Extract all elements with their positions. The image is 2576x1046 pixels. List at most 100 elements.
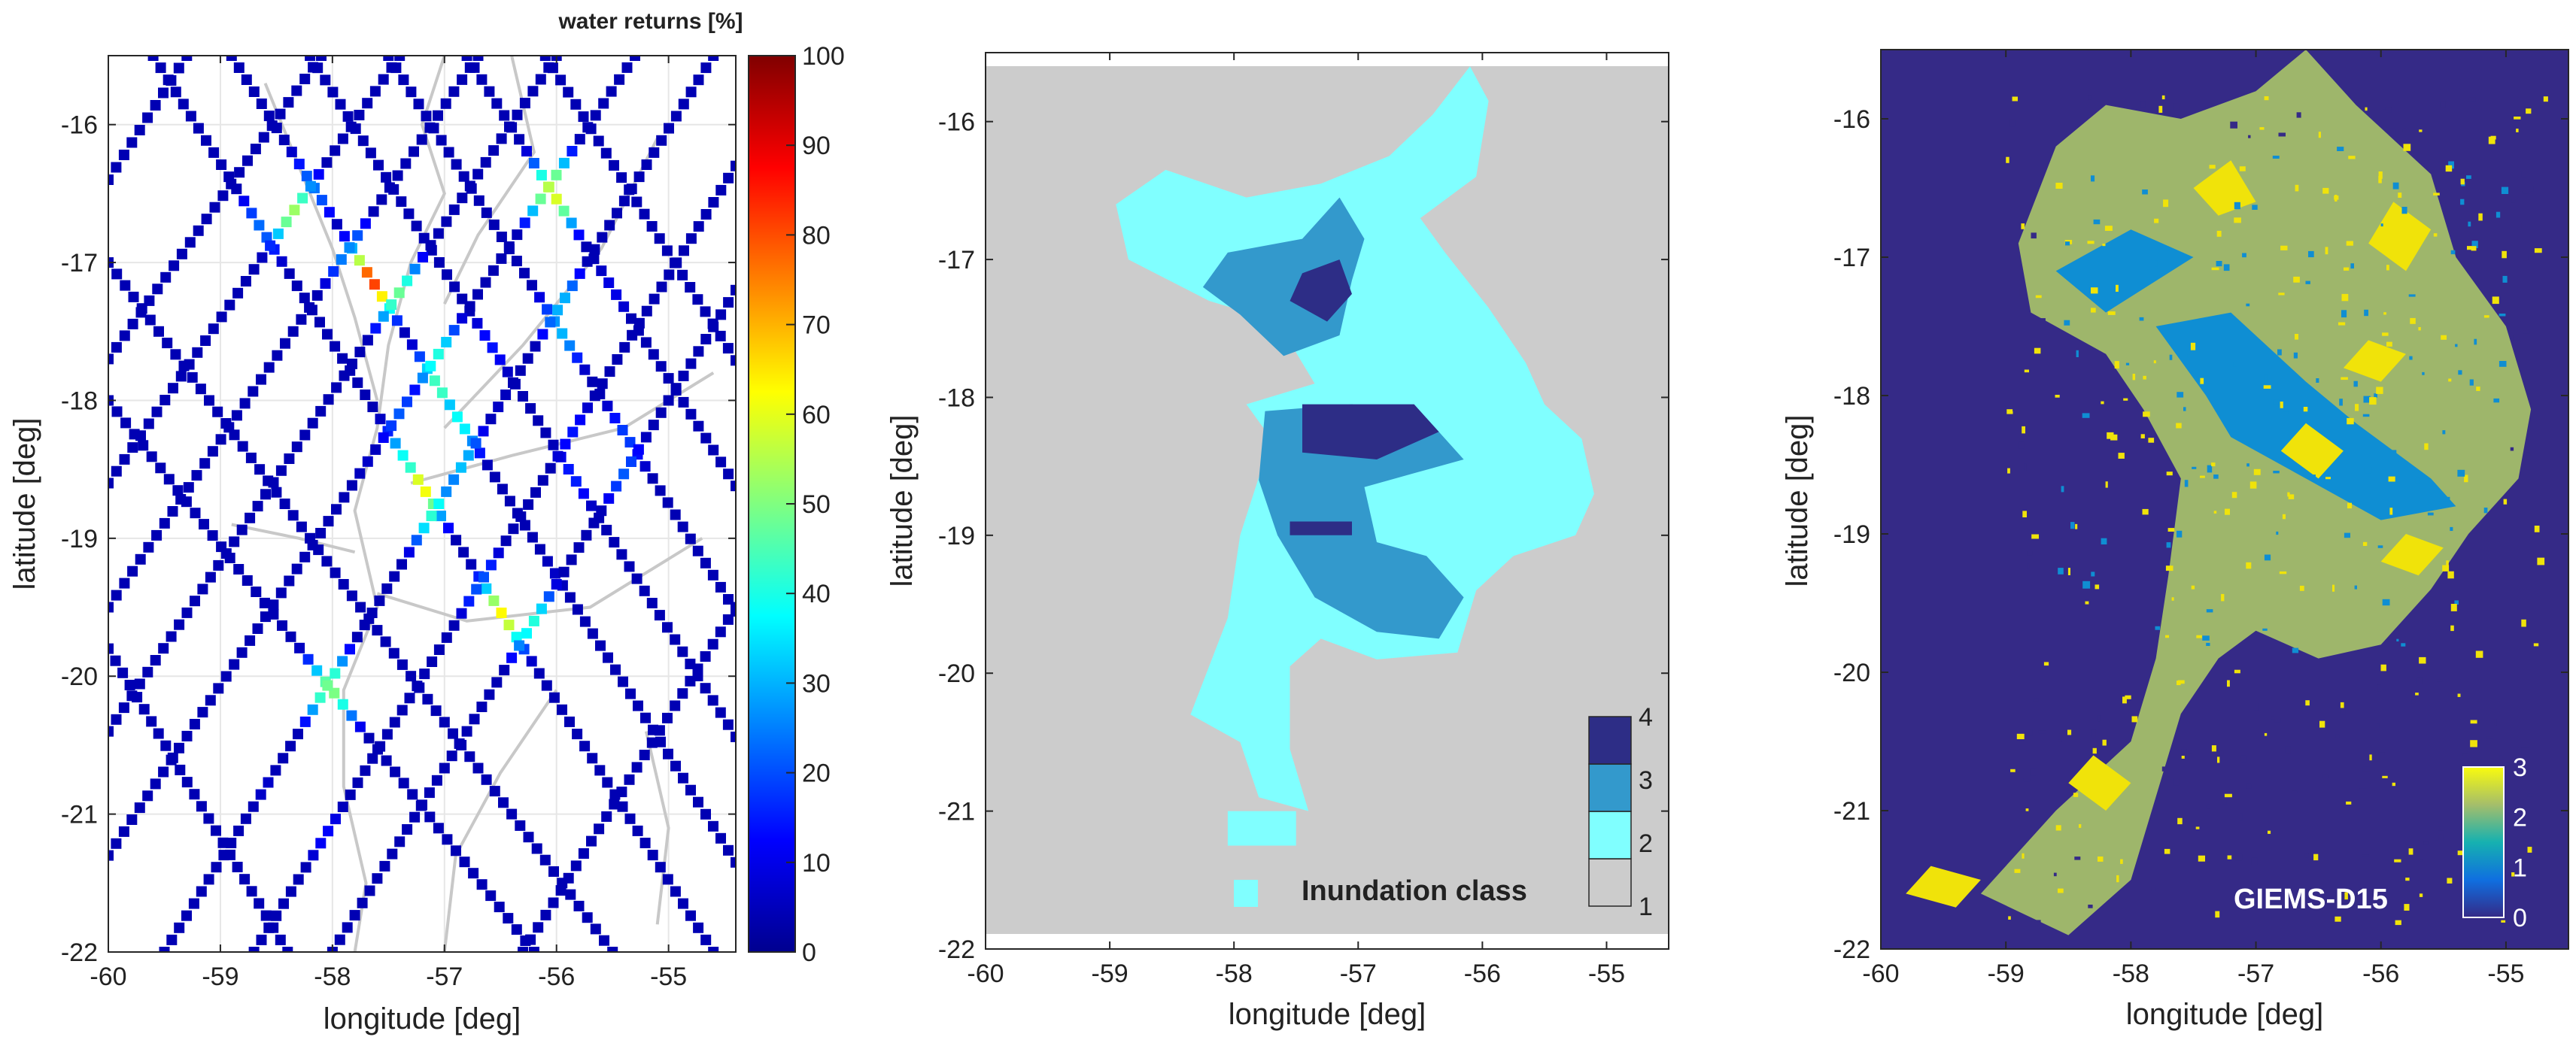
track-point	[476, 702, 488, 712]
panel-giems: -60 -59 -58 -57 -56 -55 -16 -17 -18 -19 -20 -21 -22…	[1781, 49, 2569, 1031]
track-point	[272, 350, 283, 361]
track-point	[488, 265, 499, 276]
track-point	[570, 99, 582, 110]
track-point	[337, 353, 348, 364]
track-point	[409, 146, 419, 157]
speckle	[2173, 778, 2180, 786]
speckle	[2055, 395, 2060, 398]
track-point	[511, 924, 522, 935]
speckle	[2161, 95, 2165, 100]
track-point	[586, 500, 597, 511]
track-point	[143, 541, 154, 553]
track-point	[174, 742, 184, 753]
y-tick-label: -17	[1833, 244, 1870, 272]
track-point	[291, 85, 302, 96]
speckle	[2464, 474, 2468, 483]
speckle	[2457, 850, 2463, 856]
track-point	[351, 632, 363, 643]
track-point	[446, 750, 457, 762]
speckle	[2335, 734, 2340, 738]
track-point	[316, 195, 327, 206]
track-point	[441, 337, 452, 347]
speckle	[2278, 132, 2286, 137]
colorbar-tick-label: 1	[1639, 893, 1653, 921]
track-point	[678, 370, 689, 381]
speckle	[2303, 407, 2308, 412]
track-point	[135, 430, 146, 441]
track-point	[603, 277, 615, 288]
speckle	[2283, 411, 2289, 414]
speckle	[2388, 476, 2395, 482]
track-point	[611, 481, 622, 492]
track-point	[478, 572, 489, 583]
track-point	[582, 256, 593, 267]
track-point	[166, 631, 177, 642]
y-tick-label: -19	[938, 522, 975, 550]
track-point	[430, 705, 442, 717]
track-point	[159, 947, 170, 952]
track-point	[307, 704, 318, 715]
speckle	[2364, 466, 2372, 474]
colorbar-segment	[1588, 811, 1632, 860]
track-point	[663, 748, 673, 759]
track-point	[451, 159, 462, 170]
track-point	[254, 220, 265, 231]
track-point	[258, 132, 269, 143]
speckle	[2216, 230, 2222, 237]
speckle	[2254, 703, 2259, 711]
speckle	[2401, 643, 2406, 647]
track-point	[589, 390, 600, 402]
speckle	[2468, 97, 2476, 102]
speckle	[2143, 375, 2146, 380]
track-point	[392, 170, 403, 181]
track-point	[216, 159, 227, 170]
track-point	[677, 269, 688, 280]
track-point	[564, 592, 576, 603]
speckle	[2386, 265, 2389, 271]
speckle	[2264, 554, 2271, 561]
track-point	[299, 74, 311, 84]
track-point	[581, 241, 592, 253]
track-point	[523, 499, 534, 510]
track-point	[618, 196, 630, 207]
track-point	[314, 317, 325, 328]
track-point	[424, 787, 435, 799]
x-tick-label: -57	[2237, 960, 2274, 988]
track-point	[470, 438, 481, 449]
speckle	[2196, 635, 2202, 638]
track-point	[503, 241, 515, 252]
speckle	[2466, 175, 2471, 179]
track-point	[422, 693, 433, 705]
speckle	[2098, 857, 2104, 862]
speckle	[2362, 766, 2370, 772]
track-point	[134, 802, 145, 814]
track-point	[354, 110, 365, 120]
colorbar-tick-label: 3	[2513, 753, 2527, 782]
track-point	[722, 614, 734, 625]
track-point	[548, 897, 559, 908]
track-point	[240, 276, 251, 287]
track-point	[175, 371, 187, 382]
track-point	[118, 826, 129, 837]
track-point	[572, 352, 583, 363]
speckle	[2499, 314, 2506, 317]
track-point	[345, 644, 355, 655]
track-point	[533, 668, 545, 679]
track-point	[670, 634, 681, 645]
track-point	[530, 487, 541, 498]
track-point	[506, 652, 518, 663]
track-point	[388, 647, 399, 659]
x-axis-label-1: longitude [deg]	[324, 1002, 521, 1035]
speckle	[2007, 468, 2010, 474]
speckle	[2213, 511, 2217, 514]
track-point	[378, 432, 389, 443]
track-point	[589, 244, 600, 255]
track-point	[662, 622, 673, 633]
track-point	[311, 665, 323, 676]
track-point	[481, 583, 492, 594]
speckle	[2211, 267, 2219, 271]
speckle	[2082, 581, 2091, 589]
track-point	[254, 898, 265, 909]
track-point	[265, 240, 276, 251]
track-point	[188, 898, 199, 909]
